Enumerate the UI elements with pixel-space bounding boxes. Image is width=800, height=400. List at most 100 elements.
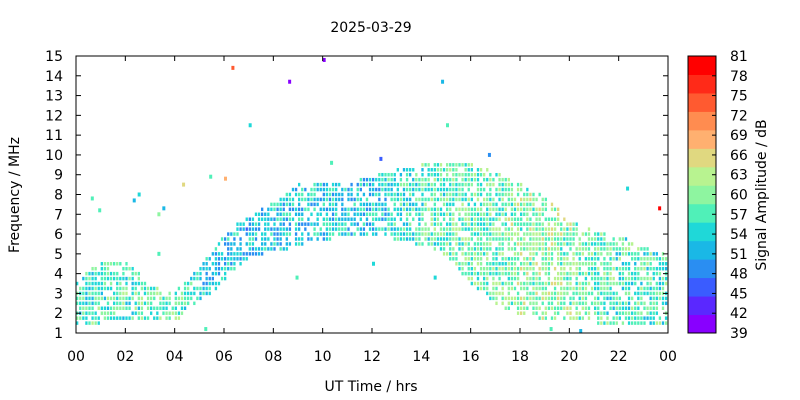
heatmap-cell <box>159 291 162 296</box>
heatmap-cell <box>393 177 396 182</box>
heatmap-cell <box>439 232 443 236</box>
heatmap-cell <box>442 217 446 221</box>
heatmap-cell <box>560 296 563 301</box>
heatmap-cell <box>584 291 588 296</box>
heatmap-cell <box>473 227 477 231</box>
heatmap-cell <box>507 291 510 296</box>
heatmap-cell <box>384 172 387 177</box>
heatmap-cell <box>658 291 662 296</box>
heatmap-cell <box>455 182 458 187</box>
heatmap-cell <box>634 306 637 310</box>
heatmap-cell <box>649 286 652 291</box>
heatmap-cell <box>261 252 264 256</box>
heatmap-cell <box>282 197 285 202</box>
heatmap-cell <box>566 306 569 310</box>
heatmap-cell <box>436 187 440 192</box>
heatmap-cell <box>594 252 597 256</box>
heatmap-cell <box>436 172 440 177</box>
heatmap-cell <box>532 301 535 306</box>
heatmap-cell <box>535 222 538 226</box>
heatmap-cell <box>325 182 329 187</box>
heatmap-cell <box>288 227 292 231</box>
heatmap-cell <box>516 227 520 231</box>
y-axis-label: Frequency / MHz <box>7 137 23 253</box>
heatmap-cell <box>430 182 433 187</box>
heatmap-cell <box>572 227 575 231</box>
heatmap-cell <box>652 321 655 325</box>
heatmap-cell <box>430 187 433 192</box>
heatmap-cell <box>328 222 332 226</box>
heatmap-cell <box>375 227 378 231</box>
heatmap-cell <box>433 237 436 241</box>
heatmap-cell <box>612 296 615 301</box>
heatmap-cell <box>402 197 406 202</box>
heatmap-cell <box>504 232 507 236</box>
heatmap-cell <box>563 286 566 291</box>
heatmap-cell <box>649 257 652 261</box>
heatmap-cell <box>131 316 134 320</box>
heatmap-cell <box>230 257 233 261</box>
heatmap-cell <box>362 202 366 207</box>
heatmap-cell <box>550 301 554 306</box>
heatmap-cell <box>535 197 538 202</box>
heatmap-cell <box>529 237 532 241</box>
heatmap-cell <box>458 172 461 177</box>
heatmap-cell <box>233 237 236 241</box>
heatmap-cell <box>390 182 393 187</box>
heatmap-cell <box>390 212 393 217</box>
heatmap-outlier <box>288 79 292 84</box>
heatmap-cell <box>483 217 486 221</box>
heatmap-cell <box>338 192 341 197</box>
heatmap-cell <box>153 296 156 301</box>
heatmap-cell <box>535 311 538 315</box>
heatmap-cell <box>473 232 477 236</box>
heatmap-cell <box>661 276 665 281</box>
heatmap-cell <box>470 222 473 226</box>
heatmap-cell <box>415 242 418 246</box>
heatmap-cell <box>288 217 292 221</box>
heatmap-cell <box>652 286 655 291</box>
heatmap-cell <box>510 212 514 217</box>
heatmap-cell <box>532 271 535 276</box>
heatmap-cell <box>439 172 443 177</box>
heatmap-cell <box>600 311 603 315</box>
heatmap-cell <box>137 281 140 286</box>
heatmap-cell <box>504 212 507 217</box>
heatmap-cell <box>501 232 504 236</box>
heatmap-cell <box>122 301 125 306</box>
heatmap-cell <box>412 187 415 192</box>
heatmap-cell <box>590 301 594 306</box>
heatmap-cell <box>572 252 575 256</box>
heatmap-cell <box>609 257 612 261</box>
heatmap-cell <box>520 222 523 226</box>
colorbar-segment <box>688 185 716 205</box>
heatmap-cell <box>439 227 443 231</box>
heatmap-cell <box>412 232 415 236</box>
heatmap-cell <box>646 276 649 281</box>
heatmap-cell <box>470 276 473 281</box>
heatmap-cell <box>341 212 344 217</box>
heatmap-cell <box>328 202 332 207</box>
heatmap-cell <box>171 306 174 310</box>
heatmap-cell <box>532 202 535 207</box>
heatmap-cell <box>190 296 193 301</box>
heatmap-cell <box>575 262 578 266</box>
heatmap-cell <box>405 207 409 212</box>
heatmap-cell <box>643 321 646 325</box>
heatmap-cell <box>532 262 535 266</box>
heatmap-cell <box>498 266 501 271</box>
heatmap-cell <box>384 192 387 197</box>
heatmap-cell <box>631 321 634 325</box>
heatmap-cell <box>288 207 292 212</box>
heatmap-cell <box>520 301 523 306</box>
heatmap-cell <box>433 168 436 172</box>
heatmap-cell <box>569 232 572 236</box>
heatmap-cell <box>100 296 103 301</box>
heatmap-cell <box>122 286 125 291</box>
heatmap-cell <box>205 266 208 271</box>
heatmap-cell <box>594 266 597 271</box>
heatmap-cell <box>520 227 523 231</box>
heatmap-cell <box>547 232 551 236</box>
heatmap-cell <box>402 222 406 226</box>
heatmap-cell <box>140 296 144 301</box>
